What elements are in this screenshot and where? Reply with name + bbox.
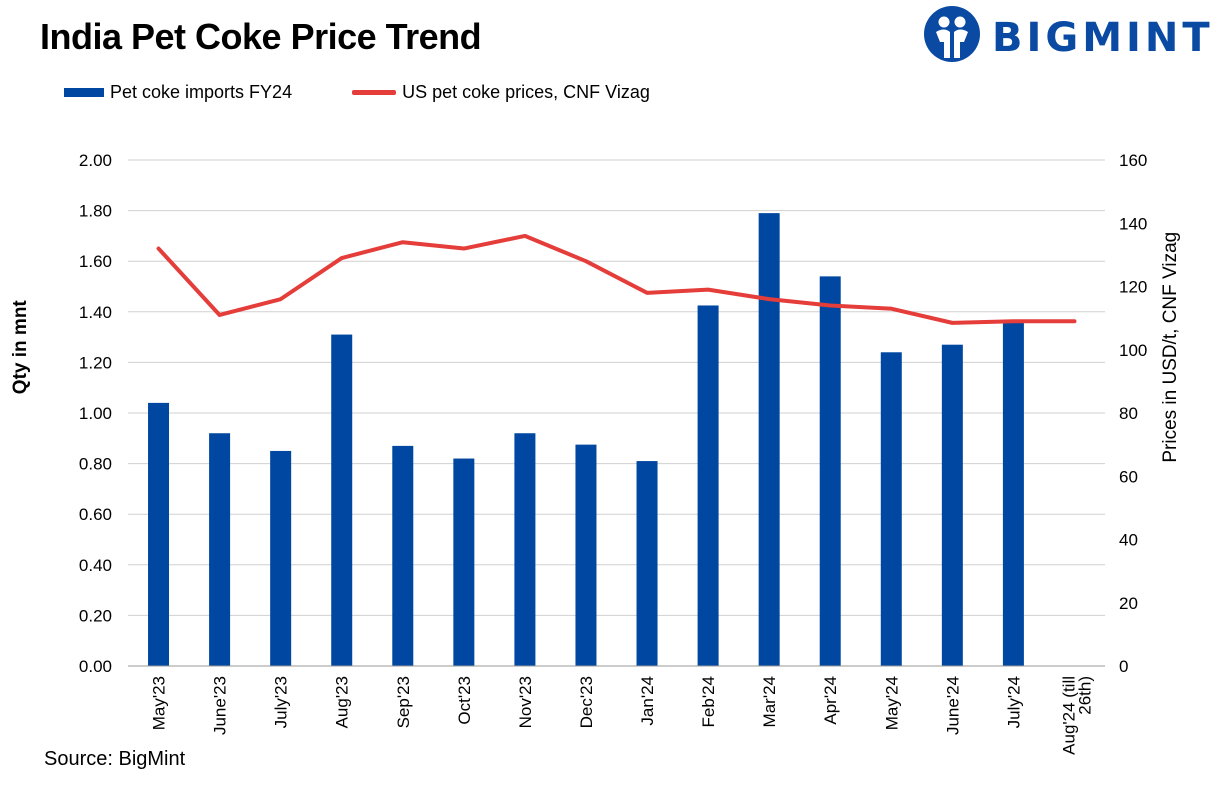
x-tick-label: July'23	[272, 676, 291, 728]
chart-title: India Pet Coke Price Trend	[40, 16, 482, 57]
x-tick-label: Mar'24	[760, 676, 779, 727]
bar	[209, 433, 231, 666]
y2-tick-label: 40	[1119, 531, 1138, 550]
y2-tick-label: 80	[1119, 404, 1138, 423]
y-tick-label: 2.00	[79, 151, 112, 170]
x-tick-label: Nov'23	[516, 676, 535, 728]
legend-item-imports: Pet coke imports FY24	[64, 82, 292, 103]
x-tick-label: Feb'24	[699, 676, 718, 727]
bar	[575, 444, 597, 666]
y-tick-label: 1.80	[79, 202, 112, 221]
logo-text: BIGMINT	[992, 15, 1214, 61]
y2-tick-label: 100	[1119, 341, 1147, 360]
legend-label-imports: Pet coke imports FY24	[110, 81, 293, 102]
y-tick-label: 1.00	[79, 404, 112, 423]
x-tick-label: June'24	[943, 676, 962, 735]
y-tick-label: 0.00	[79, 657, 112, 676]
y2-tick-label: 0	[1119, 657, 1128, 676]
y-tick-label: 1.20	[79, 353, 112, 372]
y2-tick-label: 60	[1119, 467, 1138, 486]
y2-tick-label: 20	[1119, 594, 1138, 613]
chart-legend: Pet coke imports FY24 US pet coke prices…	[64, 80, 710, 104]
x-tick-label: Dec'23	[577, 676, 596, 728]
bar	[148, 402, 170, 666]
y2-tick-label: 140	[1119, 214, 1147, 233]
y-tick-label: 0.40	[79, 556, 112, 575]
y-tick-label: 0.80	[79, 455, 112, 474]
x-tick-label: June'23	[211, 676, 230, 735]
bar	[636, 461, 658, 666]
x-tick-label: Aug'23	[333, 676, 352, 728]
y-tick-label: 1.60	[79, 252, 112, 271]
source-note: Source: BigMint	[44, 748, 186, 770]
bigmint-people-icon	[924, 6, 980, 62]
bar	[1002, 321, 1024, 666]
bar	[270, 450, 292, 666]
y-tick-label: 0.60	[79, 505, 112, 524]
bar	[392, 445, 414, 666]
price-line	[156, 233, 1077, 325]
bar	[514, 433, 536, 666]
y2-axis-title: Prices in USD/t, CNF Vizag	[1160, 232, 1181, 463]
x-tick-label: Oct'23	[455, 676, 474, 725]
bar	[941, 344, 963, 666]
bar	[819, 276, 841, 666]
legend-swatch-bar	[64, 87, 104, 97]
legend-swatch-line	[352, 89, 397, 95]
legend-item-prices: US pet coke prices, CNF Vizag	[352, 82, 650, 103]
bar	[880, 352, 902, 666]
y-tick-label: 0.20	[79, 606, 112, 625]
x-tick-label: Sep'23	[394, 676, 413, 728]
legend-label-prices: US pet coke prices, CNF Vizag	[402, 81, 650, 102]
bigmint-logo: BIGMINT	[922, 2, 1212, 66]
bar	[453, 458, 475, 666]
y-tick-label: 1.40	[79, 303, 112, 322]
y-axis-title: Qty in mnt	[10, 300, 31, 395]
y2-tick-label: 120	[1119, 278, 1147, 297]
bar	[331, 334, 353, 666]
bar	[697, 305, 719, 666]
x-tick-label: May'23	[150, 676, 169, 730]
x-tick-label: Aug'24 (till26th)	[1059, 676, 1094, 755]
y2-tick-label: 160	[1119, 151, 1147, 170]
x-tick-label: Jan'24	[638, 676, 657, 726]
x-tick-label: July'24	[1004, 676, 1023, 728]
bar	[758, 213, 780, 666]
x-tick-label: Apr'24	[821, 676, 840, 725]
x-tick-label: May'24	[882, 676, 901, 730]
